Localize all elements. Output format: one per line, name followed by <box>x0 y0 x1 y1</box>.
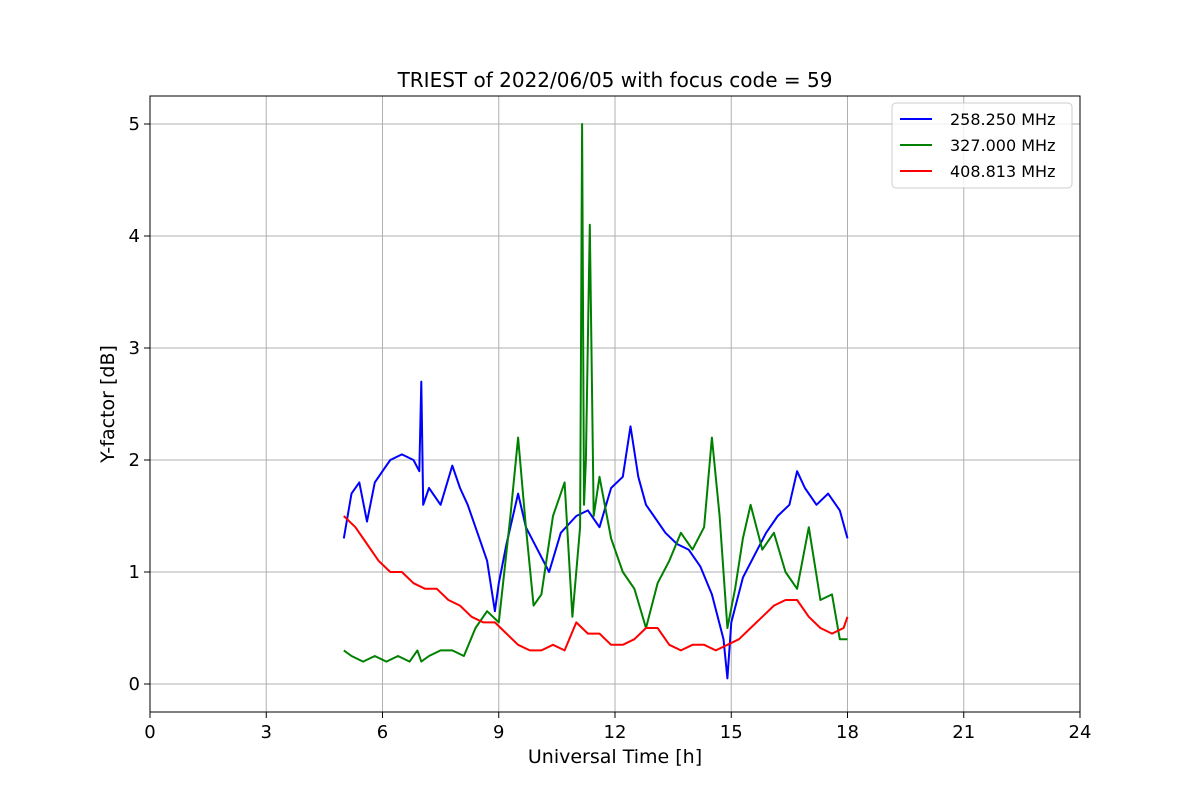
x-tick-label: 21 <box>952 722 975 743</box>
x-tick-label: 24 <box>1069 722 1092 743</box>
x-tick-label: 9 <box>493 722 504 743</box>
y-tick-label: 2 <box>129 450 140 471</box>
series-group <box>342 123 849 680</box>
legend-label: 258.250 MHz <box>950 110 1055 129</box>
x-axis-label: Universal Time [h] <box>528 746 702 768</box>
y-tick-label: 3 <box>129 338 140 359</box>
legend-box <box>891 102 1073 189</box>
x-tick-label: 18 <box>836 722 859 743</box>
x-tick-label: 15 <box>720 722 743 743</box>
legend-label: 327.000 MHz <box>950 136 1055 155</box>
y-axis-label: Y-factor [dB] <box>97 345 119 464</box>
y-tick-label: 1 <box>129 562 140 583</box>
series-line-3 <box>343 515 849 652</box>
legend-label: 408.813 MHz <box>950 162 1055 181</box>
legend: 258.250 MHz 327.000 MHz 408.813 MHz <box>891 102 1073 189</box>
chart-title: TRIEST of 2022/06/05 with focus code = 5… <box>397 68 833 92</box>
x-tick-label: 6 <box>377 722 388 743</box>
y-tick-label: 0 <box>129 674 140 695</box>
series-line-2 <box>343 123 848 663</box>
y-tick-label: 5 <box>129 114 140 135</box>
x-tick-label: 0 <box>144 722 155 743</box>
series-line-1 <box>342 380 849 680</box>
x-tick-label: 12 <box>604 722 627 743</box>
y-tick-label: 4 <box>129 226 140 247</box>
x-tick-label: 3 <box>261 722 272 743</box>
